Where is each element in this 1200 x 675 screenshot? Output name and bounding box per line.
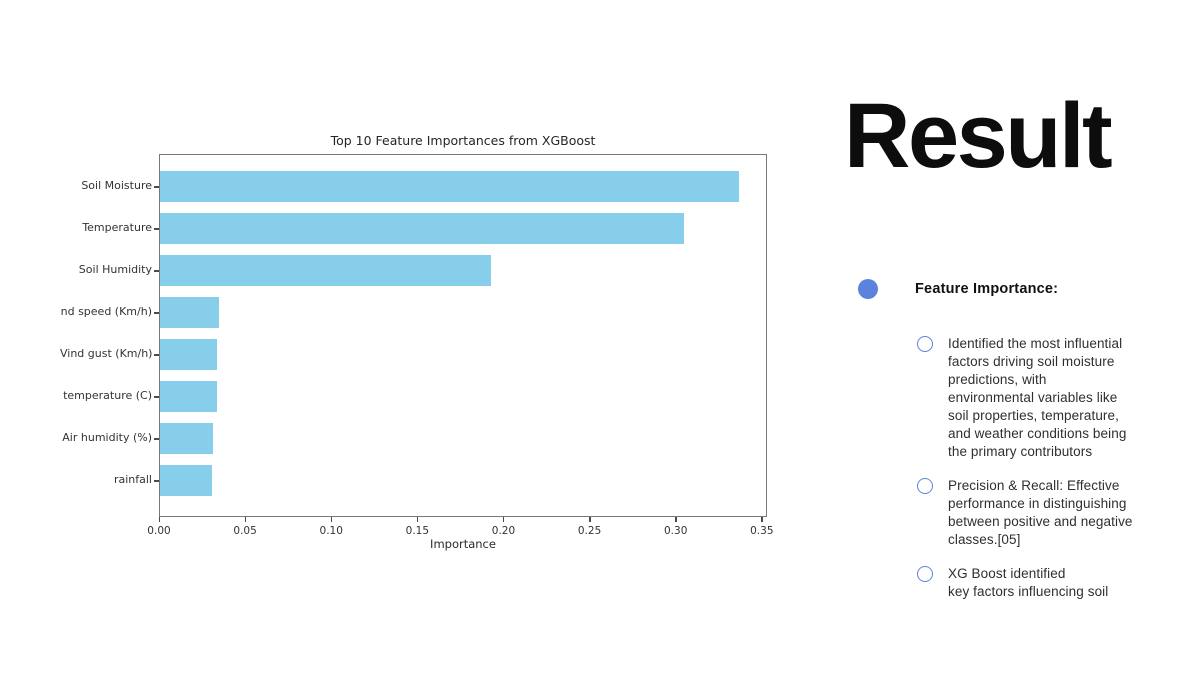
slide-title: Result bbox=[844, 85, 1113, 187]
bar-rainfall bbox=[160, 465, 212, 496]
note-text: XG Boost identified key factors influenc… bbox=[948, 566, 1109, 599]
feature-importance-chart: Top 10 Feature Importances from XGBoost … bbox=[60, 130, 790, 570]
bar-temperature (C) bbox=[160, 381, 217, 412]
y-tick-mark bbox=[154, 186, 159, 188]
x-tick-mark bbox=[761, 517, 763, 522]
y-tick-mark bbox=[154, 312, 159, 314]
bar-Soil Moisture bbox=[160, 171, 739, 202]
x-tick-label: 0.10 bbox=[319, 525, 343, 537]
note-text: Identified the most influential factors … bbox=[948, 336, 1127, 459]
notes-heading: Feature Importance: bbox=[915, 281, 1059, 297]
x-tick-label: 0.35 bbox=[750, 525, 774, 537]
note-item: XG Boost identified key factors influenc… bbox=[917, 565, 1158, 601]
x-tick-mark bbox=[244, 517, 247, 522]
filled-bullet-icon bbox=[858, 279, 878, 299]
y-axis-label: Temperature bbox=[82, 221, 152, 234]
open-bullet-icon bbox=[917, 566, 933, 582]
bar-Temperature bbox=[160, 213, 684, 244]
y-axis-label: Air humidity (%) bbox=[62, 431, 152, 444]
x-tick-label: 0.05 bbox=[233, 525, 257, 537]
notes-items: Identified the most influential factors … bbox=[917, 335, 1158, 601]
y-tick-mark bbox=[154, 228, 159, 230]
y-axis-label: temperature (C) bbox=[63, 389, 152, 402]
y-axis-label: Soil Humidity bbox=[78, 263, 152, 276]
note-item: Identified the most influential factors … bbox=[917, 335, 1158, 461]
notes-heading-row: Feature Importance: bbox=[858, 279, 1158, 299]
y-axis-label: nd speed (Km/h) bbox=[60, 305, 152, 318]
open-bullet-icon bbox=[917, 478, 933, 494]
y-tick-mark bbox=[154, 270, 159, 272]
plot-area bbox=[159, 154, 767, 517]
x-tick-mark bbox=[675, 517, 677, 522]
x-tick-label: 0.15 bbox=[405, 525, 430, 537]
notes-section: Feature Importance: Identified the most … bbox=[858, 279, 1158, 617]
x-axis-title: Importance bbox=[430, 537, 496, 551]
note-text: Precision & Recall: Effective performanc… bbox=[948, 478, 1133, 547]
bar-Vind gust (Km/h) bbox=[160, 339, 217, 370]
y-axis-label: Soil Moisture bbox=[81, 179, 152, 192]
x-tick-mark bbox=[330, 517, 333, 522]
y-axis-label: Vind gust (Km/h) bbox=[60, 347, 153, 360]
bar-Soil Humidity bbox=[160, 255, 491, 286]
x-tick-mark bbox=[416, 517, 419, 522]
y-tick-mark bbox=[154, 396, 159, 398]
open-bullet-icon bbox=[917, 336, 933, 352]
x-tick-label: 0.25 bbox=[577, 525, 602, 537]
y-axis-label: rainfall bbox=[113, 473, 152, 486]
y-tick-mark bbox=[154, 438, 159, 440]
x-tick-label: 0.00 bbox=[147, 525, 171, 537]
chart-title: Top 10 Feature Importances from XGBoost bbox=[330, 133, 596, 148]
x-tick-label: 0.30 bbox=[664, 525, 688, 537]
note-item: Precision & Recall: Effective performanc… bbox=[917, 477, 1158, 549]
x-tick-mark bbox=[589, 517, 591, 522]
x-tick-label: 0.20 bbox=[491, 525, 516, 537]
bar-nd speed (Km/h) bbox=[160, 297, 219, 328]
x-tick-mark bbox=[502, 517, 505, 522]
y-tick-mark bbox=[154, 354, 159, 356]
x-tick-mark bbox=[158, 517, 160, 522]
y-tick-mark bbox=[154, 480, 159, 482]
bar-Air humidity (%) bbox=[160, 423, 214, 454]
